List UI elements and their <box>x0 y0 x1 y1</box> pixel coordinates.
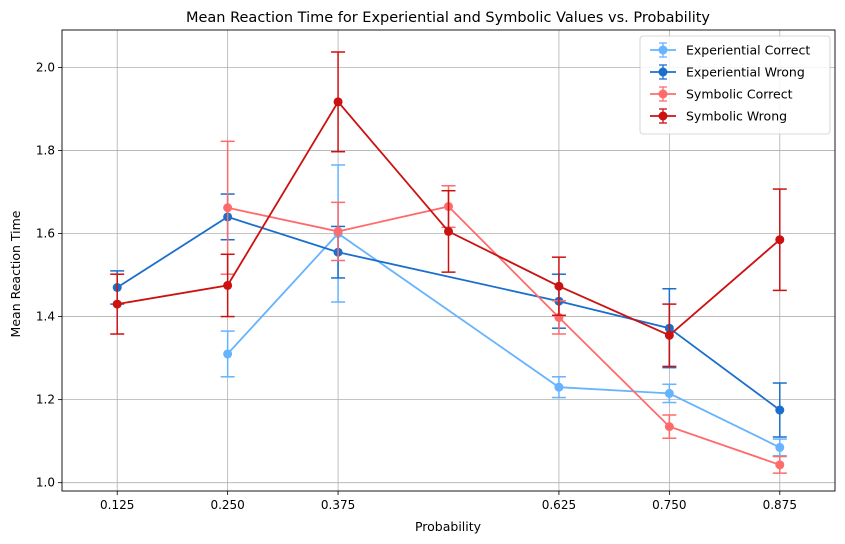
series-line <box>116 215 781 411</box>
x-tick-label: 0.875 <box>763 498 797 512</box>
legend-item: Symbolic Correct <box>650 86 793 102</box>
series-experiential-correct <box>220 164 787 457</box>
data-point <box>444 226 453 236</box>
legend-swatch-marker <box>658 89 668 99</box>
y-tick-label: 1.4 <box>36 310 55 324</box>
legend-box <box>639 35 831 135</box>
data-point <box>554 281 564 291</box>
legend-swatch-marker <box>658 111 668 121</box>
y-tick-label: 1.6 <box>36 227 55 241</box>
data-point <box>664 330 674 340</box>
data-point <box>775 460 785 470</box>
plot-frame <box>61 29 836 492</box>
data-point <box>333 226 343 236</box>
y-tick-label: 1.2 <box>36 393 55 407</box>
legend-swatch-marker <box>658 67 668 77</box>
x-tick-label: 0.625 <box>542 498 576 512</box>
legend-label: Experiential Correct <box>686 43 810 58</box>
data-point <box>333 97 343 107</box>
series-symbolic-wrong <box>110 51 787 368</box>
data-point <box>223 203 233 213</box>
data-point <box>554 382 564 392</box>
chart-title: Mean Reaction Time for Experiential and … <box>186 10 710 26</box>
x-tick-label: 0.750 <box>652 498 686 512</box>
data-point <box>664 388 674 398</box>
data-point <box>775 405 785 415</box>
legend-swatch-marker <box>658 45 668 55</box>
x-tick-label: 0.250 <box>210 498 244 512</box>
legend-item: Experiential Wrong <box>650 64 805 80</box>
series-layer <box>110 51 787 474</box>
data-point <box>775 442 785 452</box>
legend-item: Experiential Correct <box>650 42 810 58</box>
data-point <box>775 235 785 245</box>
data-point <box>664 422 674 432</box>
legend: Experiential Correct Experiential Wrong Sy… <box>639 35 831 135</box>
x-tick-label: 0.125 <box>100 498 134 512</box>
y-tick-label: 2.0 <box>36 60 55 74</box>
y-tick-label: 1.0 <box>36 476 55 490</box>
legend-item: Symbolic Wrong <box>650 108 787 124</box>
data-point <box>112 299 122 309</box>
x-axis-label: Probability <box>415 519 482 534</box>
y-tick-label: 1.8 <box>36 143 55 157</box>
legend-label: Symbolic Wrong <box>686 109 787 124</box>
data-point <box>223 349 233 359</box>
x-tick-label: 0.375 <box>321 498 355 512</box>
series-line <box>227 205 781 466</box>
data-point <box>223 280 233 290</box>
legend-label: Experiential Wrong <box>686 65 805 80</box>
legend-label: Symbolic Correct <box>686 87 793 102</box>
ticks: 0.125 0.250 0.375 0.625 0.750 0.875 1.0 1.2 1.4 1… <box>36 60 797 512</box>
y-axis-label: Mean Reaction Time <box>8 210 23 337</box>
